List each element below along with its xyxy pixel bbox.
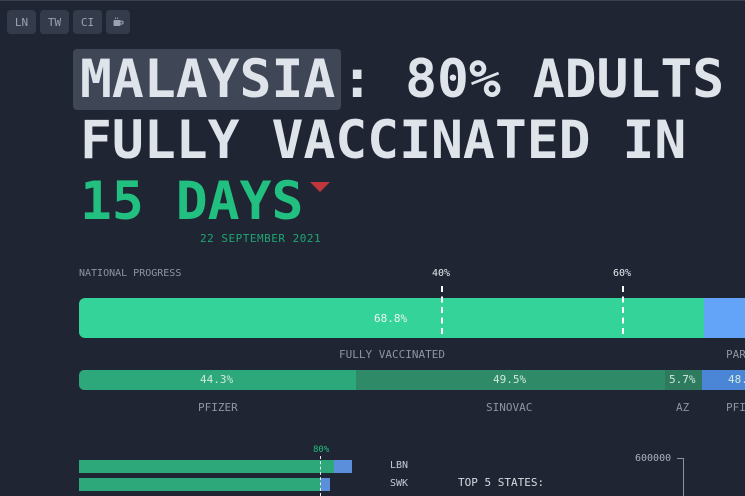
az-value: 5.7% <box>669 373 696 386</box>
sinovac-bar[interactable] <box>356 370 665 390</box>
sinovac-value: 49.5% <box>493 373 527 386</box>
sinovac-label: SINOVAC <box>486 401 533 414</box>
state-fully-segment <box>79 460 334 473</box>
top5-states-label: TOP 5 STATES: <box>458 476 545 489</box>
state-fully-segment <box>79 478 321 491</box>
pfizer-label: PFIZER <box>198 401 238 414</box>
chart-axis-line <box>683 458 684 496</box>
marker-60-label: 60% <box>613 268 632 279</box>
headline-date: 22 SEPTEMBER 2021 <box>200 232 322 245</box>
pfizer-bar[interactable] <box>79 370 356 390</box>
fully-vaccinated-value: 68.8% <box>374 312 408 325</box>
linkedin-button[interactable]: LN <box>7 10 36 34</box>
twitter-label: TW <box>47 15 62 29</box>
fully-vaccinated-label: FULLY VACCINATED <box>339 348 445 361</box>
axis-tick-mark <box>677 458 683 459</box>
partial-pfizer-label: PFI <box>726 401 745 414</box>
top-border <box>0 0 745 1</box>
headline-line-1-text: : 80% ADULTS <box>341 49 725 110</box>
headline-line-1: MALAYSIA: 80% ADULTS <box>73 49 725 110</box>
marker-60-line <box>622 286 624 334</box>
az-bar[interactable] <box>665 370 702 390</box>
partial-pfizer-value: 48. <box>728 373 745 386</box>
partial-pfizer-bar[interactable] <box>702 370 745 390</box>
coffee-icon <box>113 17 124 26</box>
caret-down-icon[interactable] <box>310 182 330 192</box>
state-label-swk: SWK <box>390 478 409 489</box>
az-label: AZ <box>676 401 690 414</box>
state-label-lbn: LBN <box>390 460 409 471</box>
twitter-button[interactable]: TW <box>40 10 69 34</box>
ci-button[interactable]: CI <box>73 10 102 34</box>
national-progress-label: NATIONAL PROGRESS <box>79 268 182 279</box>
axis-tick-600000: 600000 <box>635 453 672 464</box>
headline-line-2: FULLY VACCINATED IN <box>80 110 687 171</box>
coffee-button[interactable] <box>106 10 130 34</box>
state-bar-lbn[interactable] <box>79 460 382 473</box>
state-partial-segment <box>321 478 330 491</box>
state-bar-swk[interactable] <box>79 478 382 491</box>
pfizer-value: 44.3% <box>200 373 234 386</box>
state-partial-segment <box>334 460 352 473</box>
states-80-line <box>320 456 321 496</box>
partially-vaccinated-label: PAR <box>726 348 745 361</box>
marker-40-label: 40% <box>432 268 451 279</box>
ci-label: CI <box>80 15 95 29</box>
partially-vaccinated-bar[interactable] <box>704 298 745 338</box>
marker-40-line <box>441 286 443 334</box>
country-highlight[interactable]: MALAYSIA <box>73 49 342 110</box>
states-80-label: 80% <box>313 445 330 455</box>
headline-days: 15 DAYS <box>80 171 304 232</box>
linkedin-label: LN <box>14 15 29 29</box>
fully-vaccinated-bar[interactable] <box>79 298 704 338</box>
